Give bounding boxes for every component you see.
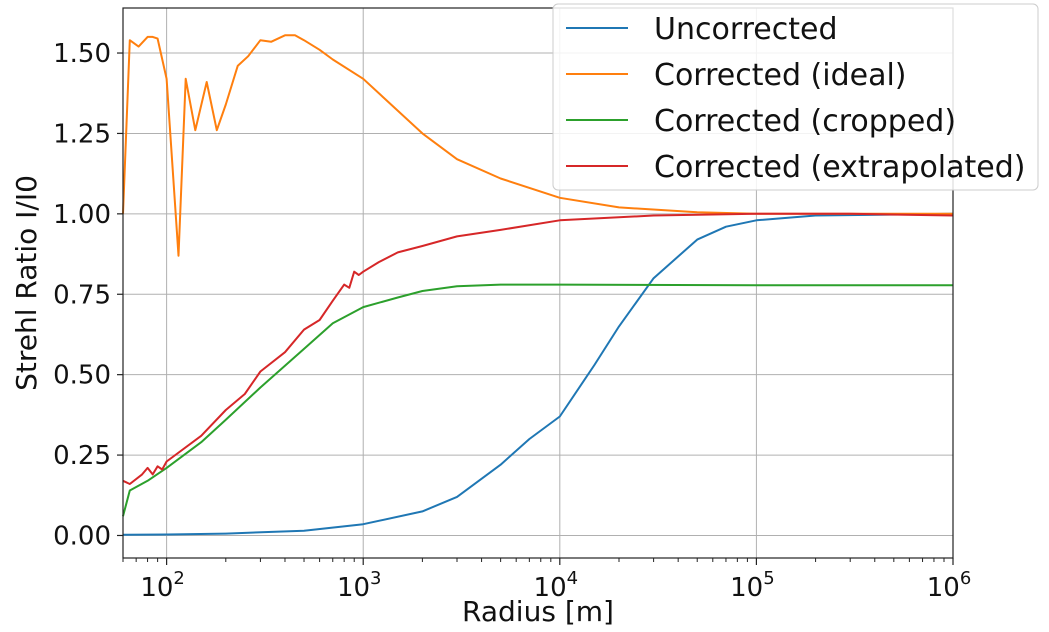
legend-label-corrected-ideal: Corrected (ideal) <box>654 58 907 93</box>
y-axis-label: Strehl Ratio I/I0 <box>10 175 43 391</box>
legend-label-corrected-cropped: Corrected (cropped) <box>654 104 956 139</box>
series-line-corrected-cropped <box>122 283 953 517</box>
x-tick-label: 104 <box>534 568 579 603</box>
x-tick-label: 105 <box>730 568 775 603</box>
y-tick-label: 1.50 <box>53 39 111 69</box>
legend-label-uncorrected: Uncorrected <box>654 12 838 47</box>
y-tick-label: 1.00 <box>53 200 111 230</box>
x-tick-base: 10 <box>730 573 763 603</box>
x-tick-exponent: 2 <box>173 568 184 589</box>
x-tick-base: 10 <box>534 573 567 603</box>
legend-box <box>552 3 1039 191</box>
y-tick-label: 0.00 <box>53 521 111 551</box>
series-line-corrected-ideal <box>122 34 953 257</box>
series-lines <box>122 34 954 536</box>
legend: Uncorrected Corrected (ideal) Corrected (c… <box>552 3 1039 191</box>
x-tick-label: 103 <box>337 568 382 603</box>
legend-label-corrected-extrapolated: Corrected (extrapolated) <box>654 150 1025 185</box>
series-line-uncorrected <box>122 212 954 536</box>
x-tick-exponent: 4 <box>567 568 578 589</box>
plot-frame <box>122 7 954 559</box>
x-tick-base: 10 <box>337 573 370 603</box>
x-tick-label: 102 <box>140 568 185 603</box>
x-tick-base: 10 <box>927 573 960 603</box>
x-tick-label: 106 <box>927 568 972 603</box>
y-tick-label: 0.75 <box>53 280 111 310</box>
x-axis-label: Radius [m] <box>462 595 614 628</box>
x-tick-base: 10 <box>140 573 173 603</box>
y-tick-label: 0.50 <box>53 361 111 391</box>
series-line-corrected-extrapolated <box>122 212 954 485</box>
y-tick-label: 1.25 <box>53 119 111 149</box>
x-tick-exponent: 6 <box>960 568 971 589</box>
x-tick-exponent: 3 <box>370 568 381 589</box>
x-tick-exponent: 5 <box>763 568 774 589</box>
y-tick-label: 0.25 <box>53 441 111 471</box>
